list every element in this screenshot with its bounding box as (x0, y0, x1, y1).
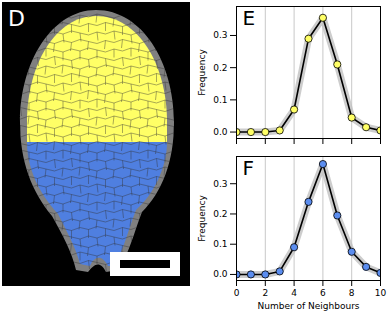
svg-text:0.0: 0.0 (213, 269, 228, 279)
svg-text:E: E (243, 6, 256, 30)
svg-text:0.3: 0.3 (213, 179, 227, 189)
svg-text:2: 2 (262, 288, 268, 298)
svg-text:Number of Neighbours: Number of Neighbours (257, 301, 359, 311)
svg-text:6: 6 (320, 288, 326, 298)
svg-text:F: F (243, 156, 255, 180)
svg-text:0: 0 (234, 288, 240, 298)
svg-text:0.2: 0.2 (213, 63, 227, 73)
svg-text:0.1: 0.1 (213, 95, 227, 105)
svg-text:Frequency: Frequency (197, 49, 207, 96)
svg-text:0.0: 0.0 (213, 127, 228, 137)
svg-text:8: 8 (349, 288, 355, 298)
svg-text:0.2: 0.2 (213, 209, 227, 219)
svg-text:Frequency: Frequency (197, 195, 207, 242)
svg-text:D: D (8, 6, 25, 31)
svg-text:4: 4 (291, 288, 297, 298)
svg-text:10: 10 (375, 288, 387, 298)
svg-text:0.3: 0.3 (213, 30, 227, 40)
svg-text:0.1: 0.1 (213, 239, 227, 249)
